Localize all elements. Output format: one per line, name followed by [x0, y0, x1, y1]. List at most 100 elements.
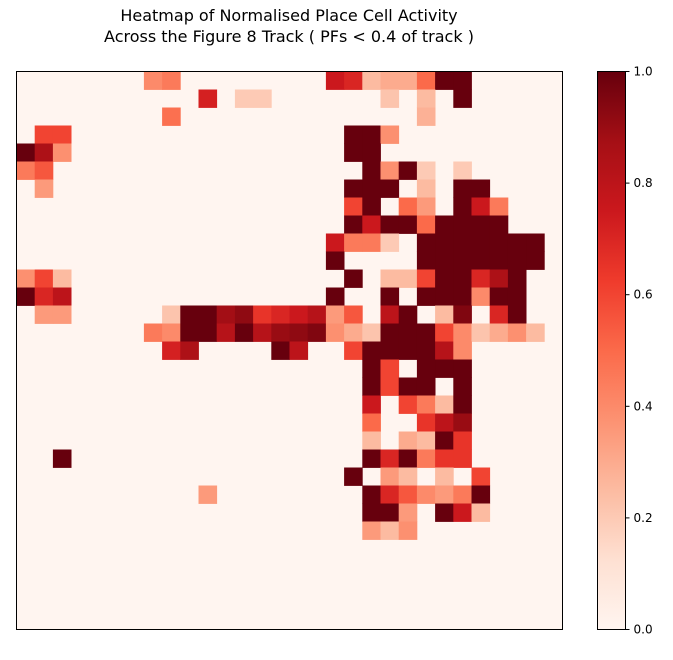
heatmap-cell	[162, 323, 181, 342]
heatmap-cell	[52, 125, 72, 144]
heatmap-cell	[526, 233, 545, 252]
chart-title-line-1: Heatmap of Normalised Place Cell Activit…	[120, 6, 457, 25]
heatmap-cell	[489, 197, 509, 216]
heatmap-cell	[416, 359, 436, 378]
heatmap-cell	[380, 323, 400, 342]
heatmap-cell	[453, 341, 472, 360]
heatmap-cell	[453, 251, 472, 270]
heatmap-cell	[362, 395, 381, 414]
heatmap-cell	[398, 467, 418, 486]
heatmap-cell	[362, 71, 381, 90]
heatmap-cell	[325, 71, 345, 90]
heatmap-cell	[362, 413, 381, 432]
heatmap-cell	[162, 341, 181, 360]
heatmap-cell	[471, 323, 491, 342]
heatmap-cell	[471, 179, 491, 198]
plot-frame	[16, 71, 563, 630]
heatmap-cell	[416, 197, 436, 216]
heatmap-cell	[344, 179, 363, 198]
heatmap-cell	[398, 215, 418, 234]
heatmap-cell	[362, 341, 381, 360]
heatmap-cell	[416, 323, 436, 342]
heatmap-cell	[307, 323, 327, 342]
colorbar-tick-label: 0.0	[634, 623, 653, 637]
heatmap-cell	[380, 233, 400, 252]
heatmap-cell	[380, 215, 400, 234]
heatmap-cell	[325, 323, 345, 342]
heatmap-cell	[416, 71, 436, 90]
heatmap-cell	[471, 197, 491, 216]
heatmap-cell	[198, 89, 218, 108]
heatmap-cell	[507, 251, 527, 270]
heatmap-cell	[34, 269, 54, 288]
heatmap-cell	[416, 413, 436, 432]
heatmap-cell	[198, 485, 218, 504]
heatmap-cell	[398, 485, 418, 504]
heatmap-cell	[398, 521, 418, 540]
heatmap-cell	[362, 431, 381, 450]
heatmap-cell	[362, 197, 381, 216]
heatmap-cell	[416, 395, 436, 414]
heatmap-cell	[453, 485, 472, 504]
heatmap-cell	[344, 269, 363, 288]
heatmap-cell	[489, 215, 509, 234]
heatmap-cell	[380, 503, 400, 522]
heatmap-cell	[416, 161, 436, 180]
heatmap-cell	[435, 71, 454, 90]
heatmap-cell	[325, 233, 345, 252]
heatmap-cell	[471, 233, 491, 252]
heatmap-cell	[435, 395, 454, 414]
heatmap-cell	[453, 179, 472, 198]
heatmap-cell	[162, 107, 181, 126]
heatmap-cell	[325, 305, 345, 324]
heatmap-cell	[34, 125, 54, 144]
heatmap-cell	[271, 341, 290, 360]
heatmap-cell	[453, 377, 472, 396]
heatmap-cell	[416, 215, 436, 234]
heatmap-cell	[162, 305, 181, 324]
heatmap-cell	[198, 305, 218, 324]
heatmap-cell	[362, 125, 381, 144]
heatmap-cell	[34, 287, 54, 306]
heatmap-cell	[398, 377, 418, 396]
heatmap-cell	[453, 503, 472, 522]
heatmap-cell	[52, 269, 72, 288]
heatmap-cell	[489, 269, 509, 288]
heatmap-cell	[416, 287, 436, 306]
heatmap-cell	[234, 89, 254, 108]
heatmap-cell	[416, 269, 436, 288]
heatmap-cell	[362, 449, 381, 468]
heatmap-cell	[435, 341, 454, 360]
heatmap-cell	[380, 89, 400, 108]
heatmap-cell	[52, 449, 72, 468]
heatmap-cell	[453, 233, 472, 252]
heatmap-cell	[380, 125, 400, 144]
heatmap-cell	[453, 449, 472, 468]
heatmap-cell	[344, 341, 363, 360]
chart-title-line-2: Across the Figure 8 Track ( PFs < 0.4 of…	[104, 27, 474, 46]
heatmap-cell	[234, 305, 254, 324]
heatmap-cell	[416, 251, 436, 270]
heatmap-cell	[52, 305, 72, 324]
heatmap-cell	[380, 449, 400, 468]
heatmap-cell	[453, 269, 472, 288]
heatmap-cell	[398, 341, 418, 360]
heatmap-cell	[380, 359, 400, 378]
heatmap-cell	[435, 467, 454, 486]
heatmap-cell	[489, 323, 509, 342]
heatmap-cell	[362, 161, 381, 180]
heatmap-cell	[52, 287, 72, 306]
heatmap-cell	[507, 323, 527, 342]
heatmap-cell	[180, 341, 199, 360]
heatmap-cell	[216, 305, 236, 324]
heatmap-cell	[453, 323, 472, 342]
heatmap-cell	[380, 269, 400, 288]
heatmap-cell	[416, 89, 436, 108]
heatmap-cells	[16, 71, 563, 630]
heatmap-cell	[362, 521, 381, 540]
heatmap-cell	[253, 323, 272, 342]
heatmap-cell	[435, 323, 454, 342]
heatmap-cell	[362, 215, 381, 234]
heatmap-cell	[362, 485, 381, 504]
heatmap-cell	[453, 305, 472, 324]
